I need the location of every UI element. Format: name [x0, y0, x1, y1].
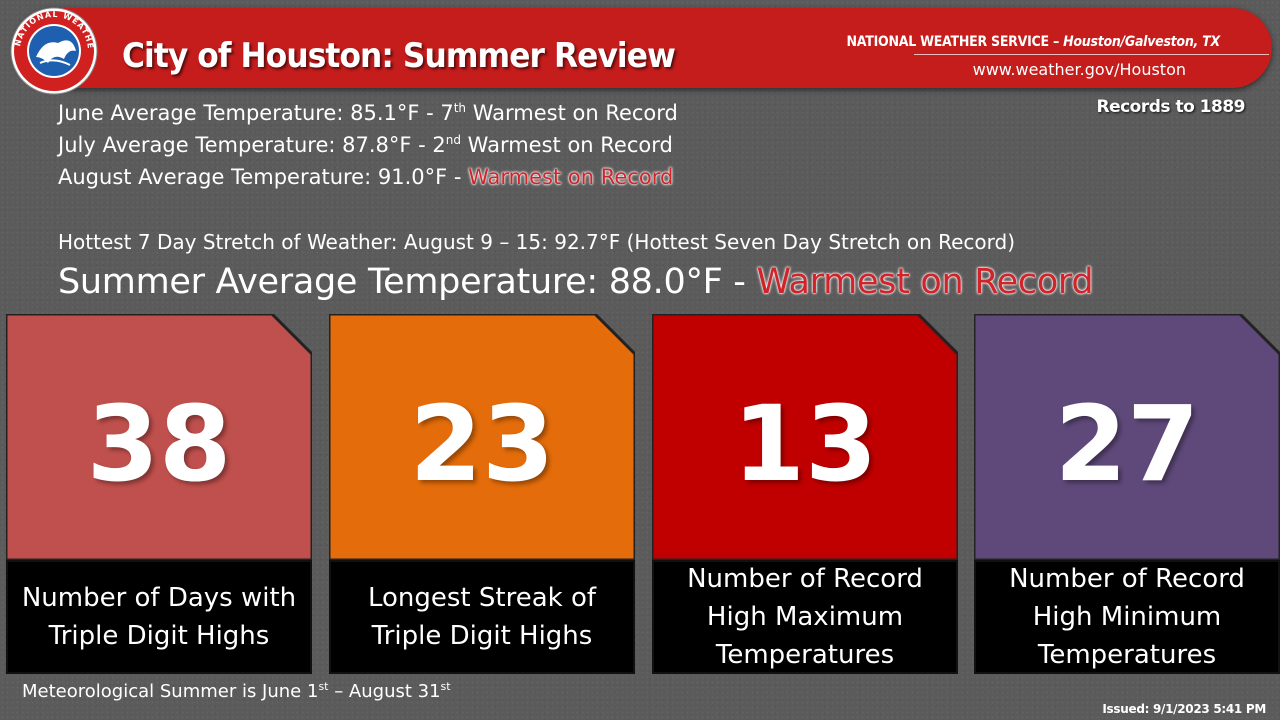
card-description: Number of Record High Maximum Temperatur…: [652, 560, 958, 674]
summer-record-highlight: Warmest on Record: [756, 262, 1094, 302]
card-top-panel: [652, 314, 958, 560]
office-url: www.weather.gov/Houston: [972, 60, 1186, 79]
august-stat: August Average Temperature: 91.0°F - War…: [58, 165, 674, 189]
card-value: 27: [1054, 383, 1200, 505]
august-record-highlight: Warmest on Record: [468, 165, 674, 189]
summer-average-stat: Summer Average Temperature: 88.0°F - War…: [58, 262, 1094, 302]
card-description: Longest Streak of Triple Digit Highs: [329, 560, 635, 674]
hottest-stretch-stat: Hottest 7 Day Stretch of Weather: August…: [58, 230, 1016, 254]
card-record-high-min: 27 Number of Record High Minimum Tempera…: [974, 314, 1280, 674]
header-divider: [914, 54, 1269, 55]
agency-label: NATIONAL WEATHER SERVICE: [846, 34, 1050, 50]
nws-logo-icon: NATIONAL WEATHER SERVICE: [10, 7, 98, 95]
card-top-panel: [329, 314, 635, 560]
card-triple-digit-days: 38 Number of Days with Triple Digit High…: [6, 314, 312, 674]
header-banner: City of Houston: Summer Review NATIONAL …: [14, 8, 1272, 88]
office-label: Houston/Galveston, TX: [1063, 34, 1220, 50]
card-top-panel: [974, 314, 1280, 560]
card-longest-streak: 23 Longest Streak of Triple Digit Highs: [329, 314, 635, 674]
issued-timestamp: Issued: 9/1/2023 5:41 PM: [1102, 702, 1266, 716]
card-description: Number of Record High Minimum Temperatur…: [974, 560, 1280, 674]
card-value: 23: [409, 383, 555, 505]
agency-name: NATIONAL WEATHER SERVICE – Houston/Galve…: [846, 34, 1221, 50]
footnote: Meteorological Summer is June 1st – Augu…: [22, 680, 451, 702]
card-record-high-max: 13 Number of Record High Maximum Tempera…: [652, 314, 958, 674]
card-description: Number of Days with Triple Digit Highs: [6, 560, 312, 674]
card-value: 38: [86, 383, 232, 505]
july-stat: July Average Temperature: 87.8°F - 2nd W…: [58, 133, 673, 157]
june-stat: June Average Temperature: 85.1°F - 7th W…: [58, 101, 678, 125]
card-value: 13: [732, 383, 878, 505]
card-top-panel: [6, 314, 312, 560]
records-to-label: Records to 1889: [1096, 97, 1245, 117]
page-title: City of Houston: Summer Review: [122, 36, 676, 76]
